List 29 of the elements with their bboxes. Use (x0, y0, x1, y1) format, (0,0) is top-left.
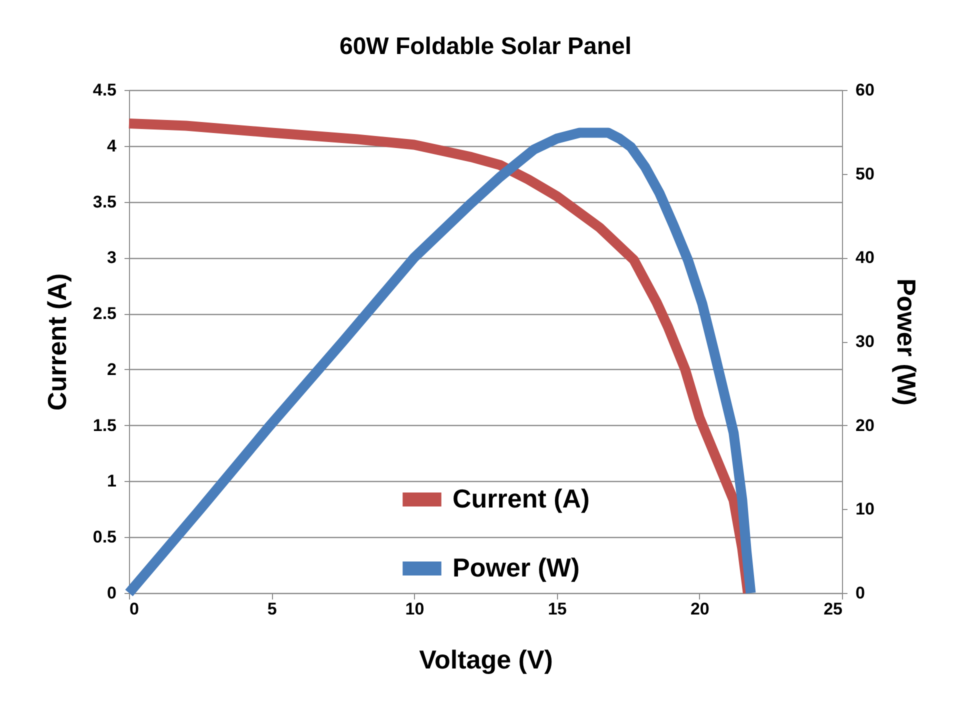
y2-tick-label: 0 (856, 584, 865, 602)
legend-label: Power (W) (452, 552, 580, 582)
y-tick-label: 4.5 (92, 80, 116, 100)
y2-tick-label: 30 (856, 332, 874, 351)
y2-tick-label: 10 (856, 500, 874, 519)
y2-tick-label: 40 (856, 248, 874, 268)
x-tick-label: 15 (548, 600, 567, 618)
y-tick-label: 4 (107, 136, 118, 156)
y-tick-label: 3.5 (92, 192, 116, 212)
y2-tick-label: 60 (856, 80, 874, 100)
y-tick-label: 0.5 (92, 528, 116, 547)
y2-axis-title: Power (W) (891, 278, 922, 406)
y-tick-label: 2 (107, 360, 116, 379)
y-tick-label: 1.5 (92, 416, 116, 435)
y2-tick-label: 50 (856, 164, 874, 184)
x-tick-label: 10 (405, 600, 424, 618)
chart-title: 60W Foldable Solar Panel (339, 33, 632, 60)
y-tick-label: 1 (107, 472, 116, 491)
x-tick-label: 0 (130, 600, 139, 618)
x-tick-label: 25 (824, 600, 842, 618)
x-tick-label: 5 (267, 600, 277, 618)
y2-tick-label: 20 (856, 416, 874, 435)
y-axis-title: Current (A) (42, 273, 72, 411)
y-tick-label: 3 (107, 248, 116, 268)
x-tick-label: 20 (690, 600, 710, 618)
x-axis-title: Voltage (V) (419, 644, 553, 674)
legend-label: Current (A) (452, 484, 590, 514)
y-tick-label: 2.5 (92, 304, 116, 324)
y-tick-label: 0 (107, 584, 116, 602)
